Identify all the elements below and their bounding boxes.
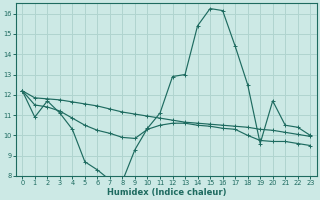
X-axis label: Humidex (Indice chaleur): Humidex (Indice chaleur) — [107, 188, 226, 197]
